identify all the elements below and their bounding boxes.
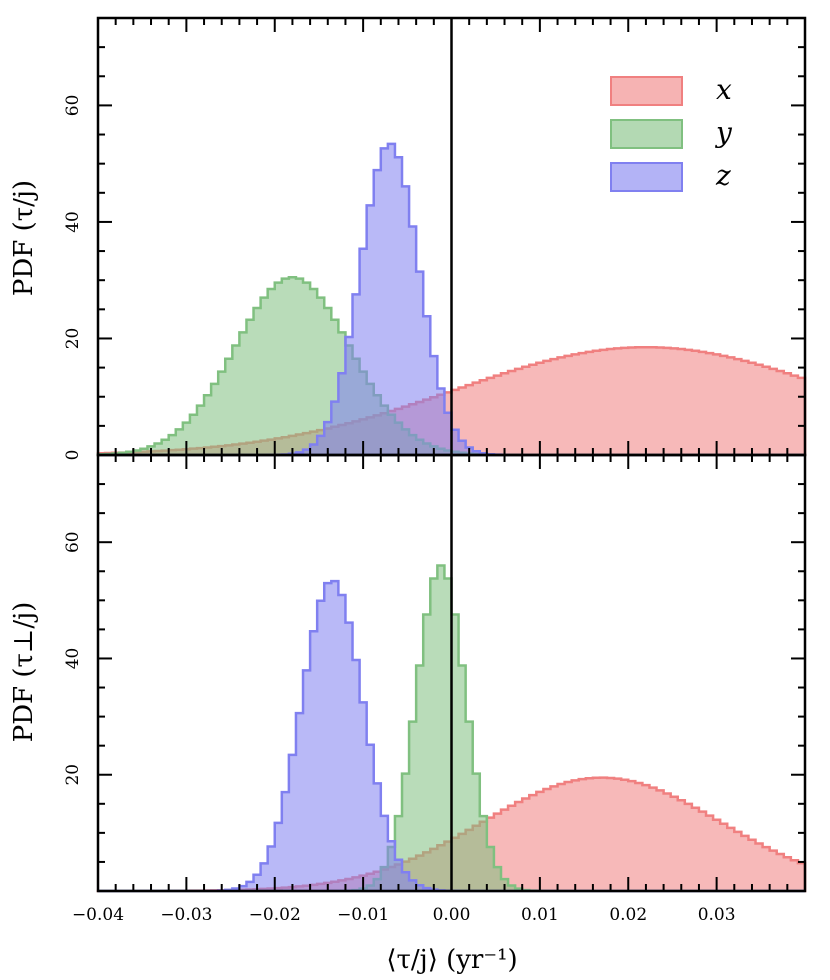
x-tick-label: −0.04 bbox=[72, 905, 124, 925]
y-tick-label: 40 bbox=[63, 648, 83, 670]
x-tick-label: 0.00 bbox=[433, 905, 471, 925]
x-tick-label: 0.03 bbox=[698, 905, 736, 925]
x-tick-label: 0.02 bbox=[609, 905, 647, 925]
y-tick-label: 0 bbox=[63, 450, 83, 461]
x-tick-label: −0.02 bbox=[249, 905, 301, 925]
legend-label-z: z bbox=[715, 159, 731, 192]
axes-frame: 0 20 40 60 20 40 60 bbox=[63, 16, 807, 893]
legend-label-x: x bbox=[716, 73, 732, 106]
bottom-y-axis-label: PDF (τ⊥/j) bbox=[9, 602, 39, 743]
x-axis-label: ⟨τ/j⟩ (yr⁻¹) bbox=[386, 945, 517, 975]
y-tick-label: 60 bbox=[63, 531, 83, 553]
legend-swatch-y bbox=[610, 119, 683, 149]
legend: x y z bbox=[610, 73, 733, 192]
x-tick-label: −0.03 bbox=[160, 905, 212, 925]
legend-swatch-x bbox=[610, 76, 683, 106]
y-tick-label: 20 bbox=[63, 328, 83, 350]
x-tick-label: 0.01 bbox=[521, 905, 559, 925]
y-tick-label: 20 bbox=[63, 764, 83, 786]
top-y-axis-label: PDF (τ/j) bbox=[9, 180, 39, 296]
legend-label-y: y bbox=[714, 116, 733, 149]
legend-swatch-z bbox=[610, 162, 683, 192]
y-tick-label: 60 bbox=[63, 95, 83, 117]
x-tick-label: −0.01 bbox=[337, 905, 389, 925]
x-tick-labels: −0.04 −0.03 −0.02 −0.01 0.00 0.01 0.02 0.03 bbox=[72, 905, 736, 925]
y-tick-label: 40 bbox=[63, 211, 83, 233]
